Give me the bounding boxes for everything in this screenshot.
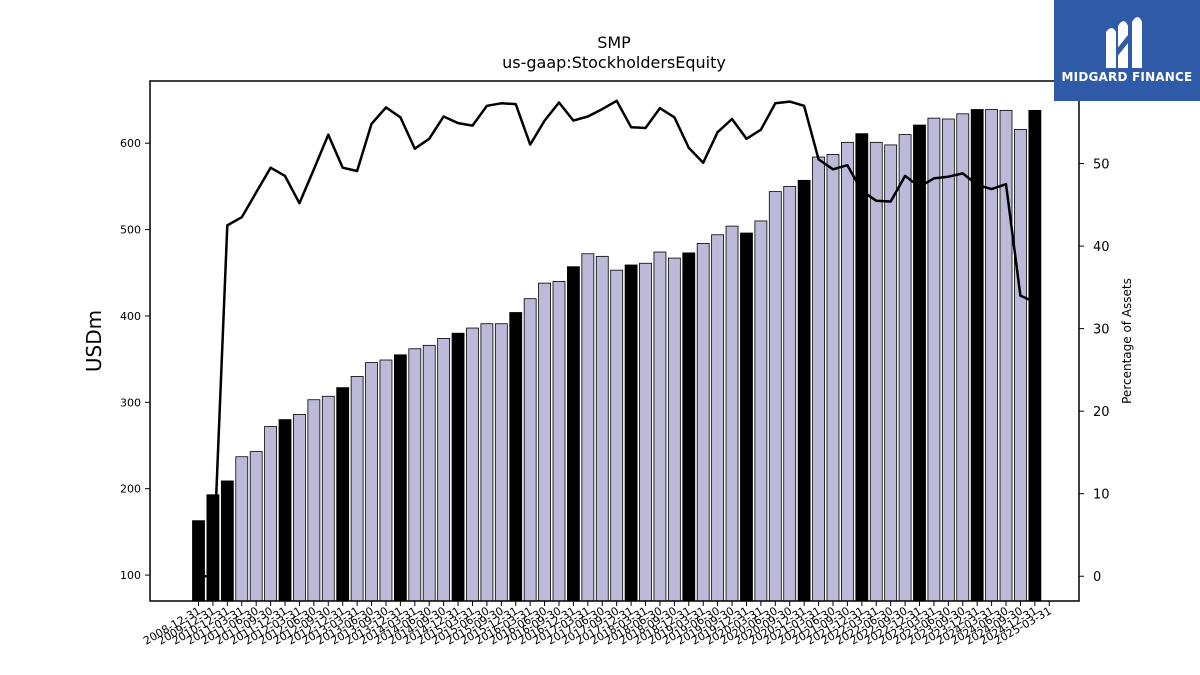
y2-tick-label: 50 [1093,158,1110,173]
bar-2017-06-30 [595,255,609,602]
bar-2016-06-30 [538,282,551,602]
logo-text: MIDGARD FINANCE [1061,70,1193,84]
y-tick-label: 300 [120,396,141,409]
bar-2011-03-31 [235,456,249,602]
bar-2018-03-31 [639,262,652,602]
y-tick-label: 500 [120,224,141,237]
plot-frame [149,80,1080,602]
bar-2017-09-30 [610,269,624,602]
bar-2015-12-31 [509,312,523,602]
bar-2012-03-31 [293,414,306,602]
right-axis: 0 10 20 30 40 50 [1079,158,1110,585]
bar-2012-06-30 [307,399,321,602]
bar-2014-12-31 [451,332,465,602]
bar-2013-06-30 [365,362,378,602]
bar-2008-12-31 [192,520,205,602]
bar-2024-03-31 [985,109,998,602]
bar-2022-12-31 [913,124,926,602]
chart-title: SMP [597,33,631,52]
midgard-finance-logo: MIDGARD FINANCE [1054,0,1200,101]
y-tick-label: 600 [120,137,141,150]
bar-2020-06-30 [768,191,782,602]
bar-2023-12-31 [970,109,984,602]
bar-2021-03-31 [812,156,825,602]
y2-tick-label: 10 [1093,488,1110,503]
bar-2015-09-30 [494,323,508,602]
percentage-line-layer [198,99,1036,578]
bar-2018-12-31 [682,252,696,602]
bar-2012-12-31 [336,387,350,602]
bar-2018-06-30 [653,251,667,602]
bar-2020-09-30 [783,185,797,602]
bar-2019-03-31 [696,242,710,602]
bar-2011-06-30 [249,451,263,602]
y-tick-label: 200 [120,483,141,496]
bar-2010-12-31 [220,480,234,602]
y-axis-label: USDm [82,310,106,372]
bar-2016-12-31 [567,266,580,602]
bar-2023-09-30 [956,113,970,602]
bar-2021-09-30 [841,141,854,602]
bar-2013-09-30 [379,359,393,602]
y2-tick-label: 40 [1093,240,1110,255]
x-axis: 2008-12-312009-12-312010-12-312011-03-31… [141,601,1054,648]
y2-tick-label: 0 [1093,570,1101,585]
bar-2022-06-30 [884,144,898,602]
bar-2018-09-30 [667,257,681,602]
bar-2021-06-30 [826,154,840,602]
logo-mark-icon [1106,17,1142,68]
bar-2011-09-30 [264,426,278,602]
bar-2022-09-30 [898,134,912,602]
bar-2014-06-30 [422,344,436,602]
y-tick-label: 400 [120,310,141,323]
bar-2019-06-30 [711,234,725,602]
y2-tick-label: 30 [1093,323,1110,338]
bar-2012-09-30 [321,395,335,602]
y2-axis-label: Percentage of Assets [1120,278,1134,404]
bar-2024-09-30 [1014,128,1027,602]
percentage-line [198,99,1036,578]
bar-2020-12-31 [797,179,811,602]
bar-2014-09-30 [437,338,451,602]
bar-2011-12-31 [278,419,292,602]
bar-2013-12-31 [393,354,407,602]
bar-2017-12-31 [624,264,638,602]
bar-2019-12-31 [740,232,753,602]
bar-2020-03-31 [754,220,768,602]
bar-2016-03-31 [523,298,537,602]
bar-2019-09-30 [725,225,739,602]
bar-2014-03-31 [408,348,422,602]
chart-subtitle: us-gaap:StockholdersEquity [502,53,726,72]
bar-2021-12-31 [855,133,869,602]
y-tick-label: 100 [120,569,141,582]
bar-2015-03-31 [466,327,479,602]
bar-2016-09-30 [552,280,566,602]
y2-tick-label: 20 [1093,405,1110,420]
bar-2023-06-30 [941,118,955,602]
bar-2024-12-31 [1028,109,1042,602]
bar-2022-03-31 [869,141,883,602]
bar-2013-03-31 [350,376,364,602]
left-axis: 100 200 300 400 500 600 [120,137,150,582]
bar-2015-06-30 [480,323,494,602]
bar-2017-03-31 [581,253,595,602]
bar-2023-03-31 [927,117,941,602]
